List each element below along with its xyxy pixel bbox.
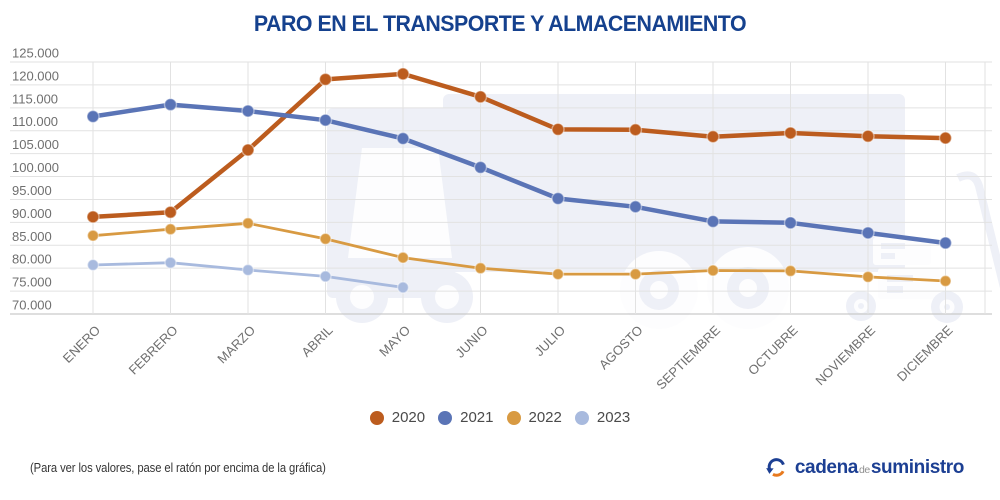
y-tick-label: 110.000 <box>12 114 58 129</box>
x-tick-label: JUNIO <box>452 323 490 361</box>
logo-text: cadena de suministro <box>794 456 965 479</box>
data-point-2021-NOVIEMBRE[interactable] <box>861 226 875 240</box>
data-series <box>86 67 953 294</box>
data-point-2021-ENERO[interactable] <box>86 109 100 124</box>
series-line-2021 <box>90 102 948 246</box>
y-tick-label: 105.000 <box>12 137 59 152</box>
data-point-2022-OCTUBRE[interactable] <box>784 264 797 278</box>
data-point-2020-DICIEMBRE[interactable] <box>938 131 953 145</box>
data-point-2022-SEPTIEMBRE[interactable] <box>706 264 720 277</box>
legend-label: 2022 <box>528 409 562 426</box>
y-tick-label: 115.000 <box>12 91 58 106</box>
data-point-2023-ENERO[interactable] <box>86 258 100 272</box>
x-tick-label: OCTUBRE <box>745 322 801 378</box>
x-tick-label: ENERO <box>60 323 103 366</box>
data-point-2023-MAYO[interactable] <box>396 281 410 294</box>
data-point-2020-MAYO[interactable] <box>396 67 410 81</box>
data-point-2022-NOVIEMBRE[interactable] <box>861 270 875 284</box>
y-tick-label: 70.000 <box>12 298 52 313</box>
data-point-2021-MAYO[interactable] <box>396 131 410 146</box>
legend-item-2022[interactable]: 2022 <box>506 409 562 426</box>
y-tick-label: 95.000 <box>12 183 52 198</box>
series-line-2022 <box>91 221 947 283</box>
x-tick-label: JULIO <box>531 323 568 360</box>
y-tick-label: 120.000 <box>12 68 59 83</box>
x-tick-label: MAYO <box>376 323 413 360</box>
data-point-2020-OCTUBRE[interactable] <box>783 126 798 140</box>
x-tick-label: AGOSTO <box>596 323 646 373</box>
data-point-2020-ABRIL[interactable] <box>318 72 333 87</box>
data-point-2020-JULIO[interactable] <box>551 122 565 137</box>
data-point-2021-ABRIL[interactable] <box>318 113 333 127</box>
legend-item-2021[interactable]: 2021 <box>438 409 494 426</box>
data-point-2022-JULIO[interactable] <box>551 267 565 281</box>
data-point-2023-ABRIL[interactable] <box>319 270 332 283</box>
data-point-2021-JUNIO[interactable] <box>473 160 488 175</box>
data-point-2022-AGOSTO[interactable] <box>629 267 642 281</box>
logo-word-de: de <box>858 463 870 476</box>
legend-label: 2020 <box>391 409 426 426</box>
legend-dot-2021 <box>438 410 453 425</box>
hover-hint-note: (Para ver los valores, pase el ratón por… <box>30 461 326 475</box>
data-point-2023-MARZO[interactable] <box>241 263 255 277</box>
legend-item-2020[interactable]: 2020 <box>369 409 426 426</box>
x-tick-label: ABRIL <box>298 323 335 360</box>
data-point-2021-JULIO[interactable] <box>551 191 565 206</box>
x-tick-label: DICIEMBRE <box>894 322 956 384</box>
y-tick-label: 75.000 <box>12 275 52 290</box>
y-axis-labels: 125.000 120.000 115.000 110.000 105.000 100.0… <box>12 46 59 313</box>
data-point-2020-NOVIEMBRE[interactable] <box>861 129 875 143</box>
data-point-2020-MARZO[interactable] <box>241 143 255 157</box>
series-line-2020 <box>90 71 948 220</box>
data-point-2022-FEBRERO[interactable] <box>164 223 177 236</box>
logo-word-suministro: suministro <box>870 456 965 478</box>
y-tick-label: 90.000 <box>12 206 52 221</box>
data-point-2022-DICIEMBRE[interactable] <box>939 274 952 288</box>
data-point-2023-FEBRERO[interactable] <box>164 256 177 269</box>
data-point-2022-MAYO[interactable] <box>396 251 410 264</box>
x-tick-label: MARZO <box>214 323 258 367</box>
x-tick-label: FEBRERO <box>126 323 181 378</box>
legend-label: 2023 <box>596 409 631 426</box>
x-tick-label: SEPTIEMBRE <box>653 322 723 392</box>
data-point-2021-DICIEMBRE[interactable] <box>938 236 953 250</box>
data-point-2021-FEBRERO[interactable] <box>163 97 178 112</box>
y-tick-label: 100.000 <box>12 160 59 175</box>
data-point-2020-JUNIO[interactable] <box>473 90 488 104</box>
legend-dot-2022 <box>506 410 521 425</box>
logo-word-cadena: cadena <box>794 456 858 478</box>
data-point-2020-SEPTIEMBRE[interactable] <box>706 129 720 144</box>
data-point-2022-JUNIO[interactable] <box>474 261 487 275</box>
cadena-de-suministro-logo[interactable]: cadena de suministro <box>765 456 964 479</box>
x-tick-label: NOVIEMBRE <box>812 322 878 388</box>
data-point-2021-OCTUBRE[interactable] <box>783 216 798 230</box>
data-point-2020-AGOSTO[interactable] <box>628 123 643 137</box>
data-point-2021-AGOSTO[interactable] <box>628 200 643 214</box>
legend-label: 2021 <box>460 409 494 426</box>
data-point-2020-ENERO[interactable] <box>86 210 100 224</box>
data-point-2021-MARZO[interactable] <box>241 104 255 118</box>
legend-dot-2020 <box>369 410 384 425</box>
y-tick-label: 125.000 <box>12 46 59 61</box>
data-point-2022-ABRIL[interactable] <box>319 232 332 246</box>
data-point-2022-MARZO[interactable] <box>241 217 255 230</box>
circular-arrows-icon <box>766 458 785 477</box>
chart-legend: 2020 2021 2022 2023 <box>0 409 1000 426</box>
legend-item-2023[interactable]: 2023 <box>574 409 631 426</box>
line-chart[interactable]: 125.000 120.000 115.000 110.000 105.000 100.0… <box>0 0 1000 400</box>
y-tick-label: 80.000 <box>12 252 52 267</box>
y-tick-label: 85.000 <box>12 229 52 244</box>
data-point-2020-FEBRERO[interactable] <box>163 205 178 219</box>
data-point-2021-SEPTIEMBRE[interactable] <box>706 214 720 229</box>
data-point-2022-ENERO[interactable] <box>86 229 100 242</box>
chart-title: PARO EN EL TRANSPORTE Y ALMACENAMIENTO <box>253 11 747 36</box>
legend-dot-2023 <box>574 410 589 425</box>
x-axis-labels: ENERO FEBRERO MARZO ABRIL MAYO JUNIO JULIO AGOS… <box>60 322 956 392</box>
